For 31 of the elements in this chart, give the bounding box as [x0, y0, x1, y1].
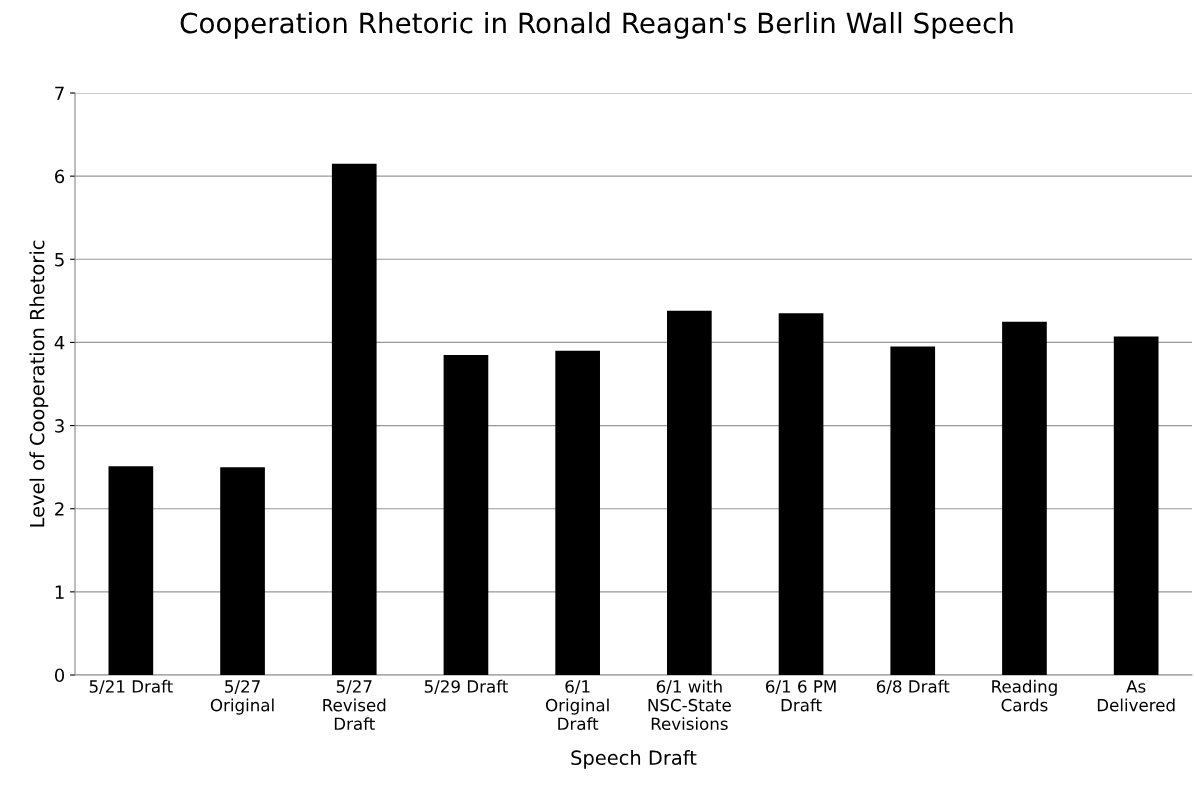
y-tick-label: 2 — [55, 502, 64, 516]
bar — [555, 350, 600, 675]
x-tick-label: 5/29 Draft — [424, 679, 508, 695]
y-tick-label: 0 — [54, 668, 65, 683]
bar — [667, 310, 712, 675]
bar — [1113, 336, 1159, 675]
chart-title: Cooperation Rhetoric in Ronald Reagan's Berlin Wall Speech — [180, 11, 1013, 39]
x-tick-label: 5/27 Original — [210, 680, 274, 715]
x-tick-label: 6/1 6 PM Draft — [765, 680, 836, 712]
y-tick-label: 1 — [55, 585, 64, 599]
y-tick-label: 3 — [55, 419, 64, 433]
x-axis-title: Speech Draft — [571, 749, 697, 769]
x-tick-label: As Delivered — [1097, 680, 1175, 712]
bar — [108, 466, 154, 675]
y-tick-label: 5 — [55, 252, 64, 267]
bar — [1002, 321, 1047, 675]
y-tick-label: 7 — [55, 86, 64, 100]
x-tick-label: 6/1 Original Draft — [545, 680, 609, 731]
x-tick-label: 6/8 Draft — [876, 679, 950, 695]
bar — [443, 354, 489, 675]
bar — [890, 346, 936, 675]
y-tick-label: 4 — [54, 336, 65, 350]
x-tick-label: 5/27 Revised Draft — [323, 680, 386, 731]
x-tick-label: 6/1 with NSC-State Revisions — [648, 679, 731, 731]
bar — [331, 163, 377, 675]
y-axis-title: Level of Cooperation Rhetoric — [29, 240, 49, 527]
x-tick-label: 5/21 Draft — [89, 679, 173, 695]
x-tick-label: Reading Cards — [992, 679, 1057, 712]
bar — [778, 313, 824, 675]
y-tick-label: 6 — [55, 169, 65, 184]
bar — [220, 467, 265, 675]
